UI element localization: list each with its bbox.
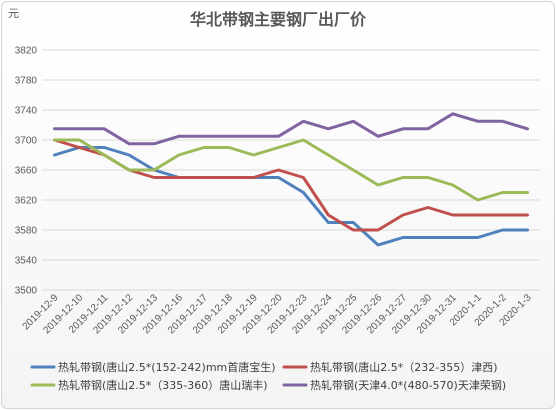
x-tick-labels: 2019-12-92019-12-102019-12-112019-12-122… [21,292,534,336]
y-tick-label: 3540 [15,256,38,267]
y-tick-label: 3580 [15,226,38,237]
y-tick-label: 3660 [15,166,38,177]
legend: 热轧带钢(唐山2.5*(152-242)mm首唐宝生) 热轧带钢(唐山2.5*（2… [30,360,506,392]
y-tick-label: 3740 [15,106,38,117]
y-tick-label: 3500 [15,286,38,297]
legend-label: 热轧带钢(天津4.0*(480-570)天津荣钢) [310,378,506,392]
y-tick-label: 3820 [15,46,38,57]
y-tick-label: 3700 [15,136,38,147]
y-axis-unit: 元 [8,7,19,20]
chart-title: 华北带钢主要钢厂出厂价 [190,10,367,29]
y-tick-labels: 3500 3540 3580 3620 3660 3700 3740 3780 3820 [15,46,38,297]
series-lines [53,112,529,247]
series-line-3 [53,138,529,202]
legend-label: 热轧带钢(唐山2.5*（232-355）津西) [310,360,498,374]
legend-label: 热轧带钢(唐山2.5*(152-242)mm首唐宝生) [58,360,276,374]
series-line-4 [53,112,529,146]
y-tick-label: 3780 [15,76,38,87]
gridlines [42,49,540,291]
legend-label: 热轧带钢(唐山2.5*（335-360）唐山瑞丰) [58,378,268,392]
series-line-1 [53,146,529,247]
y-tick-label: 3620 [15,196,38,207]
